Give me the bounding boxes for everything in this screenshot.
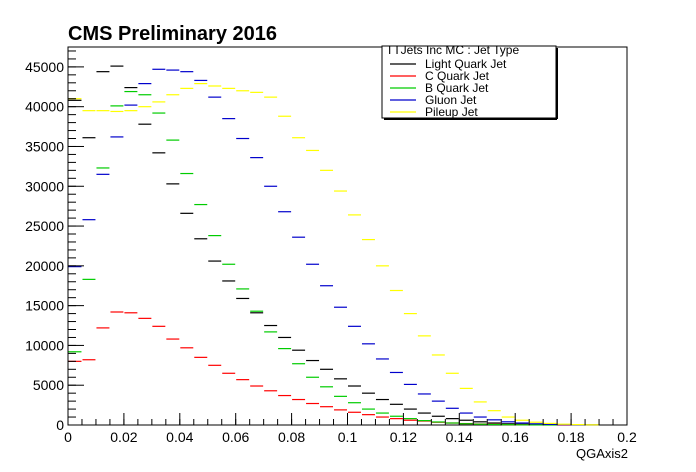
- series-pileup-jet: [68, 83, 599, 426]
- y-tick-label: 45000: [25, 59, 64, 75]
- x-tick-label: 0.08: [278, 429, 305, 445]
- legend-entry: C Quark Jet: [425, 69, 490, 83]
- x-tick-label: 0.2: [617, 429, 637, 445]
- y-tick-label: 20000: [25, 258, 64, 274]
- x-tick-label: 0.14: [446, 429, 473, 445]
- series-b-quark-jet: [68, 90, 557, 426]
- x-tick-label: 0.04: [166, 429, 193, 445]
- y-tick-label: 40000: [25, 99, 64, 115]
- x-tick-label: 0.06: [222, 429, 249, 445]
- series-c-quark-jet: [68, 311, 571, 426]
- y-tick-label: 35000: [25, 138, 64, 154]
- x-tick-label: 0.12: [390, 429, 417, 445]
- legend-entry: Light Quark Jet: [425, 57, 507, 71]
- y-tick-label: 5000: [33, 377, 64, 393]
- legend-entry: Gluon Jet: [425, 93, 477, 107]
- x-axis-label: QGAxis2: [576, 446, 628, 461]
- y-tick-label: 15000: [25, 298, 64, 314]
- x-tick-label: 0.16: [502, 429, 529, 445]
- x-tick-label: 0.02: [110, 429, 137, 445]
- y-tick-label: 30000: [25, 178, 64, 194]
- legend-entry: Pileup Jet: [425, 105, 478, 119]
- legend-box: [381, 45, 557, 119]
- y-tick-label: 0: [56, 417, 64, 433]
- y-tick-label: 10000: [25, 337, 64, 353]
- x-tick-label: 0: [64, 429, 72, 445]
- x-tick-label: 0.1: [338, 429, 358, 445]
- x-tick-label: 0.18: [557, 429, 584, 445]
- chart-title: CMS Preliminary 2016: [68, 23, 277, 45]
- y-tick-label: 25000: [25, 218, 64, 234]
- series-gluon-jet: [68, 68, 599, 426]
- legend-title: TTJets Inc MC : Jet Type: [386, 43, 519, 57]
- legend-entry: B Quark Jet: [425, 81, 489, 95]
